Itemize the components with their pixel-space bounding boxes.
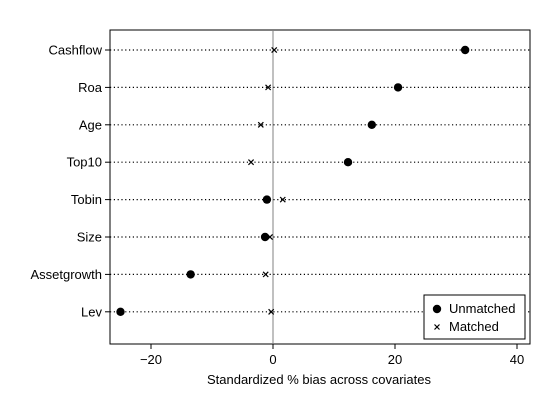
category-labels: Cashflow Roa Age Top10 Tobin Size Assetgrowth L… [30, 43, 110, 319]
category-label-cashflow: Cashflow [49, 43, 103, 58]
unmatched-point-age [367, 120, 377, 129]
legend-box [423, 294, 526, 340]
plot-frame [109, 29, 531, 345]
grid-lines [110, 49, 530, 313]
category-label-top10: Top10 [67, 155, 102, 170]
legend: Unmatched Matched [423, 294, 526, 340]
unmatched-point-lev [116, 307, 125, 316]
x-tick-label: 0 [269, 352, 276, 367]
x-tick-label: 40 [510, 352, 524, 367]
category-label-age: Age [79, 117, 102, 132]
matched-point-cashflow [271, 46, 278, 54]
matched-point-tobin [279, 196, 286, 203]
matched-point-lev [268, 308, 275, 315]
unmatched-point-top10 [343, 158, 353, 167]
category-label-assetgrowth: Assetgrowth [30, 267, 102, 282]
x-axis: −20 0 20 40 [140, 344, 524, 367]
category-label-lev: Lev [81, 304, 102, 319]
unmatched-point-cashflow [460, 45, 470, 55]
matched-point-roa [265, 84, 272, 91]
legend-unmatched-marker [432, 304, 442, 314]
legend-matched-label: Matched [449, 319, 499, 334]
matched-point-assetgrowth [262, 271, 269, 278]
unmatched-point-assetgrowth [186, 270, 195, 279]
x-tick-label: 20 [388, 352, 402, 367]
legend-unmatched-label: Unmatched [449, 301, 515, 316]
unmatched-point-tobin [262, 195, 272, 204]
unmatched-point-size [260, 232, 270, 242]
legend-matched-marker [434, 324, 440, 330]
matched-point-age [257, 121, 264, 128]
category-label-tobin: Tobin [71, 192, 102, 207]
category-label-size: Size [77, 230, 102, 245]
data-points [116, 45, 470, 316]
matched-point-top10 [248, 159, 255, 166]
x-axis-title: Standardized % bias across covariates [207, 372, 432, 387]
x-tick-label: −20 [140, 352, 162, 367]
category-label-roa: Roa [78, 80, 103, 95]
unmatched-point-roa [393, 83, 403, 92]
